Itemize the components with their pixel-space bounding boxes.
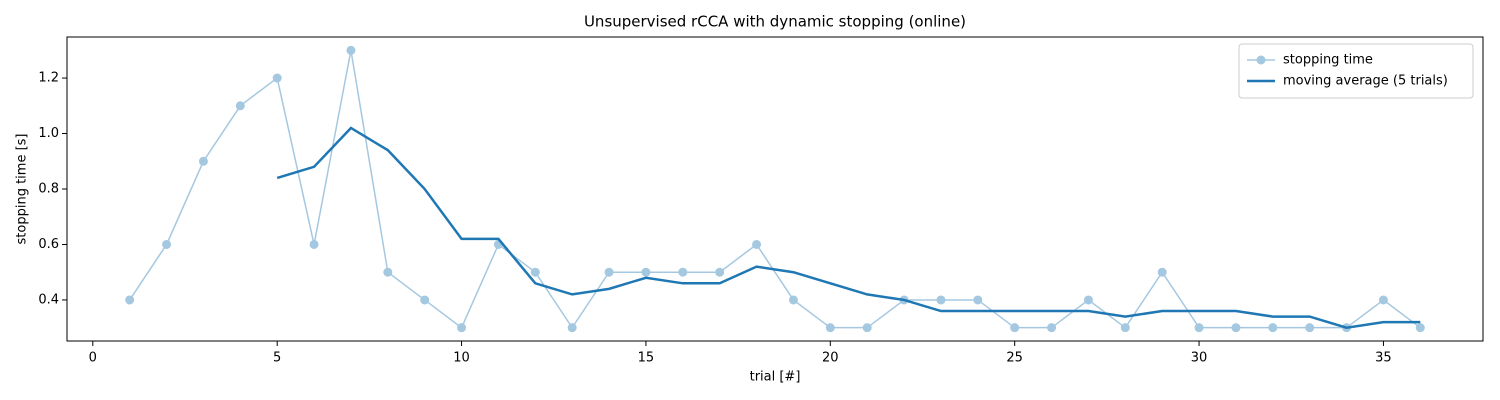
legend-entry	[1247, 55, 1275, 65]
data-point	[457, 323, 467, 333]
data-point	[1378, 295, 1388, 305]
data-point	[1305, 323, 1315, 333]
legend-label: stopping time	[1283, 53, 1373, 68]
data-point	[1010, 323, 1020, 333]
x-axis-label: trial [#]	[750, 370, 801, 385]
data-point	[272, 73, 282, 83]
data-point	[641, 267, 651, 277]
x-tick-label: 5	[273, 351, 281, 366]
x-tick-label: 25	[1006, 351, 1023, 366]
legend-box	[1238, 43, 1474, 99]
y-axis-label: stopping time [s]	[15, 134, 30, 245]
series	[276, 126, 1421, 329]
x-tick-label: 35	[1375, 351, 1392, 366]
x-tick-label: 30	[1191, 351, 1208, 366]
data-point	[383, 267, 393, 277]
legend-label: moving average (5 trials)	[1283, 74, 1448, 89]
legend-marker	[1256, 55, 1266, 65]
series-line	[129, 50, 1421, 330]
data-point	[530, 267, 540, 277]
data-point	[162, 239, 172, 249]
data-point	[1268, 323, 1278, 333]
x-tick-label: 20	[822, 351, 839, 366]
data-point	[1415, 323, 1425, 333]
data-point	[1120, 323, 1130, 333]
data-point	[309, 239, 319, 249]
data-point	[604, 267, 614, 277]
data-point	[678, 267, 688, 277]
y-tick-label: 0.4	[38, 292, 59, 307]
y-tick-label: 0.6	[38, 237, 59, 252]
chart-title: Unsupervised rCCA with dynamic stopping …	[584, 13, 966, 31]
data-point	[788, 295, 798, 305]
y-tick-label: 1.2	[38, 71, 59, 86]
data-point	[198, 156, 208, 166]
data-point	[1047, 323, 1057, 333]
data-point	[125, 295, 135, 305]
data-point	[346, 45, 356, 55]
legend: stopping time moving average (5 trials)	[1238, 43, 1474, 99]
y-tick-label: 0.8	[38, 182, 59, 197]
data-point	[715, 267, 725, 277]
data-point	[752, 239, 762, 249]
data-point	[1231, 323, 1241, 333]
series	[125, 45, 1425, 333]
data-point	[1083, 295, 1093, 305]
y-tick-label: 1.0	[38, 126, 59, 141]
data-point	[973, 295, 983, 305]
data-point	[936, 295, 946, 305]
data-point	[862, 323, 872, 333]
data-point	[1157, 267, 1167, 277]
data-point	[1194, 323, 1204, 333]
data-point	[567, 323, 577, 333]
data-point	[420, 295, 430, 305]
x-tick-label: 10	[453, 351, 470, 366]
x-tick-label: 15	[638, 351, 655, 366]
data-point	[825, 323, 835, 333]
x-tick-label: 0	[89, 351, 97, 366]
data-point	[235, 101, 245, 111]
plot-frame	[66, 36, 1484, 342]
series-line	[276, 126, 1421, 329]
